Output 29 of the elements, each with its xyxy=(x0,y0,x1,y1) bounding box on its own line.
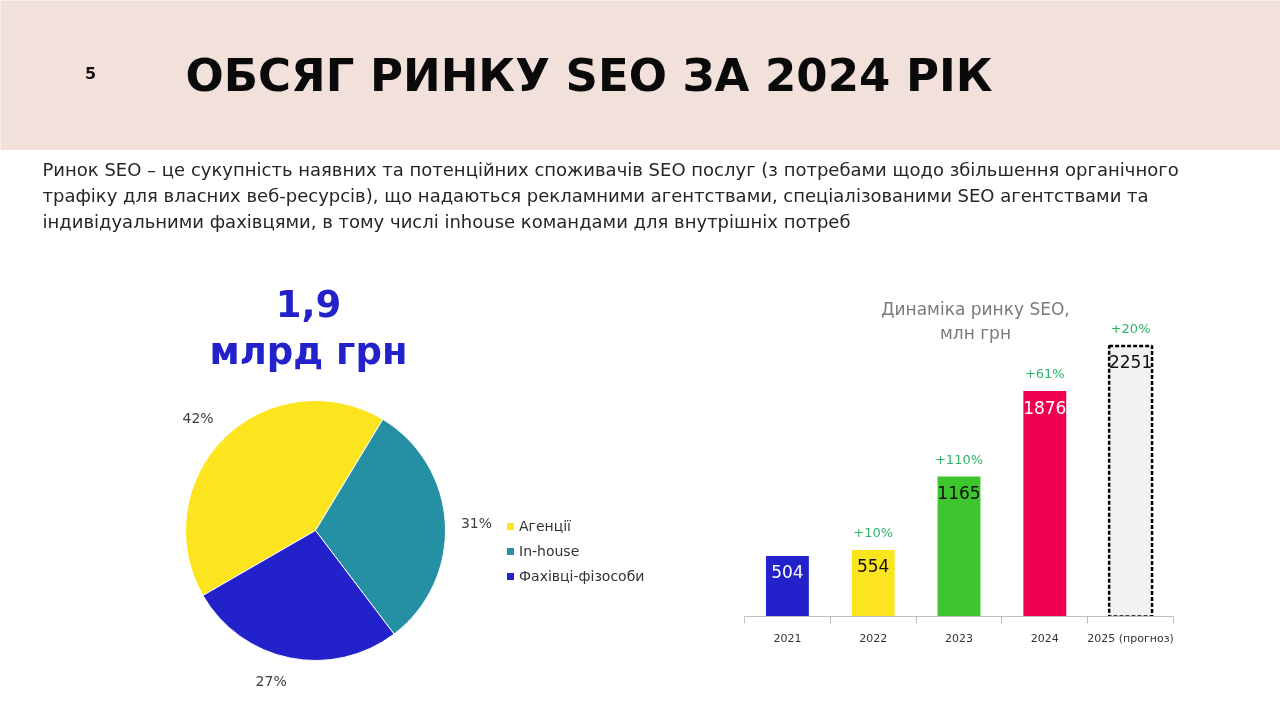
data-label: 554 xyxy=(856,556,890,577)
x-tick-label: 2023 xyxy=(945,631,973,645)
bar xyxy=(937,476,981,617)
legend-label: Агенції xyxy=(519,518,572,534)
chart-title: 1,9 млрд грн xyxy=(209,282,408,373)
data-label: 27% xyxy=(255,673,287,690)
chart-title: Динаміка ринку SEO, млн грн xyxy=(881,298,1070,343)
x-tick-label: 2022 xyxy=(859,631,888,645)
data-label: 42% xyxy=(182,410,214,427)
x-tick-label: 2025 (прогноз) xyxy=(1087,631,1174,645)
annotation: +10% xyxy=(853,524,894,540)
data-label: 1165 xyxy=(937,483,981,503)
data-label: 504 xyxy=(771,562,804,583)
legend-label: Фахівці-фізособи xyxy=(519,568,645,584)
data-label: 2251 xyxy=(1108,352,1153,373)
text: Ринок SEO – це сукупність наявних та потенційних споживачів SEO послуг (з потребами щодо збільшення органічного трафіку для власних веб-ресурсів), що надаються рекламними агентствами, спеціалізованими SEO агентствами та індивідуальними фахівцями, в тому числі inhouse командами для внутрішніх потреб xyxy=(42,158,1179,232)
text: 5 xyxy=(84,63,97,83)
legend-label: In-house xyxy=(519,543,580,559)
text: ОБСЯГ РИНКУ SEO ЗА 2024 РІК xyxy=(185,49,993,102)
bar xyxy=(765,555,809,617)
x-tick-label: 2024 xyxy=(1030,631,1059,645)
annotation: +110% xyxy=(934,451,984,467)
annotation: +61% xyxy=(1024,366,1065,382)
bar xyxy=(1023,391,1067,617)
bar xyxy=(851,549,895,617)
data-label: 31% xyxy=(460,514,493,531)
x-tick-label: 2021 xyxy=(773,631,802,645)
data-label: 1876 xyxy=(1023,397,1067,418)
annotation: +20% xyxy=(1110,321,1151,336)
